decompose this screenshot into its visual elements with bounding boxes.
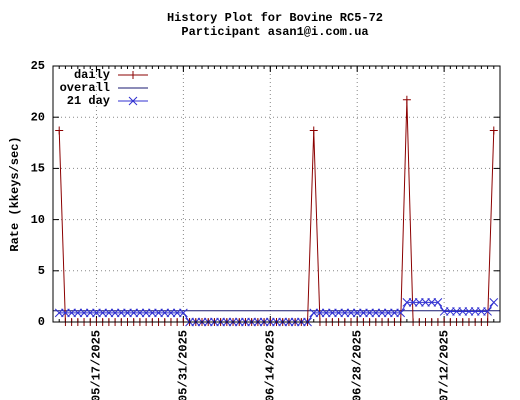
point-marker <box>414 297 424 307</box>
point-marker <box>489 126 498 135</box>
point-marker <box>315 308 325 318</box>
point-marker <box>73 308 83 318</box>
point-marker <box>172 308 182 318</box>
point-marker <box>334 308 343 318</box>
point-marker <box>110 308 120 318</box>
point-marker <box>321 308 331 318</box>
x-tick-label: 05/17/2025 <box>90 330 104 400</box>
series-line <box>58 99 495 323</box>
legend-marker <box>129 71 137 79</box>
plot-frame <box>52 65 501 323</box>
legend-marker <box>128 96 138 106</box>
point-marker <box>402 95 411 104</box>
point-marker <box>390 308 399 318</box>
point-marker <box>408 297 418 307</box>
point-marker <box>160 308 170 318</box>
point-marker <box>458 307 468 316</box>
point-marker <box>123 308 132 318</box>
y-tick-label: 5 <box>38 264 45 278</box>
point-marker <box>54 308 64 318</box>
point-marker <box>470 307 480 316</box>
point-marker <box>427 297 437 307</box>
point-marker <box>141 308 151 318</box>
legend-label: 21 day <box>67 94 110 108</box>
chart-title: History Plot for Bovine RC5-72 <box>167 11 383 25</box>
point-marker <box>116 308 126 318</box>
point-marker <box>309 308 319 318</box>
point-marker <box>166 308 176 318</box>
y-tick-label: 10 <box>31 213 45 227</box>
point-marker <box>129 308 139 318</box>
point-marker <box>445 307 455 316</box>
point-marker <box>309 126 318 135</box>
point-marker <box>85 308 95 318</box>
x-tick-label: 06/28/2025 <box>350 330 364 400</box>
point-marker <box>439 307 449 316</box>
point-marker <box>147 308 157 318</box>
point-marker <box>377 308 387 318</box>
point-marker <box>464 307 474 316</box>
point-marker <box>61 308 70 318</box>
point-marker <box>346 308 356 318</box>
point-marker <box>67 308 76 318</box>
point-marker <box>92 308 101 318</box>
legend-label: daily <box>74 68 110 82</box>
point-marker <box>421 297 430 307</box>
point-marker <box>55 126 64 135</box>
x-tick-label: 05/31/2025 <box>177 330 191 400</box>
point-marker <box>477 307 486 316</box>
chart-subtitle: Participant asan1@i.com.ua <box>181 25 368 39</box>
point-marker <box>433 297 443 307</box>
point-marker <box>396 308 406 318</box>
point-marker <box>154 308 163 318</box>
y-tick-label: 25 <box>31 59 45 73</box>
y-tick-label: 20 <box>31 110 45 124</box>
point-marker <box>352 308 362 318</box>
x-tick-label: 07/12/2025 <box>437 330 451 400</box>
point-marker <box>98 308 108 318</box>
point-marker <box>371 308 381 318</box>
point-marker <box>489 297 499 307</box>
point-marker <box>328 308 337 318</box>
point-marker <box>365 308 374 318</box>
x-tick-label: 06/14/2025 <box>263 330 277 400</box>
point-marker <box>402 297 412 307</box>
point-marker <box>135 308 145 318</box>
legend-label: overall <box>60 81 110 95</box>
point-marker <box>179 308 188 318</box>
y-tick-label: 0 <box>38 315 45 329</box>
point-marker <box>483 307 492 316</box>
y-axis-label: Rate (kkeys/sec) <box>8 136 22 251</box>
point-marker <box>340 308 350 318</box>
point-marker <box>359 308 368 318</box>
y-tick-label: 15 <box>31 162 45 176</box>
point-marker <box>383 308 393 318</box>
point-marker <box>452 307 461 316</box>
point-marker <box>104 308 114 318</box>
point-marker <box>79 308 89 318</box>
